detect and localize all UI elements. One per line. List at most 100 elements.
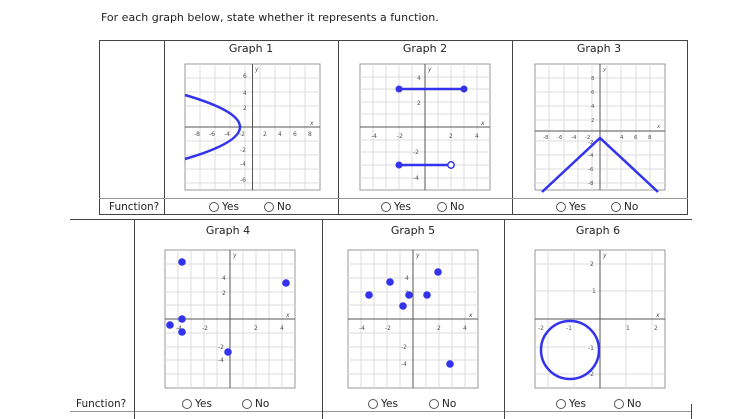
svg-text:-1: -1 xyxy=(566,325,572,332)
svg-text:-2: -2 xyxy=(202,325,208,332)
graph-3-title: Graph 3 xyxy=(576,42,622,55)
radio-circle-icon[interactable] xyxy=(437,202,447,212)
radio-circle-icon[interactable] xyxy=(614,399,624,409)
graph-4-point xyxy=(178,315,186,323)
svg-text:4: 4 xyxy=(405,275,409,282)
svg-text:2: 2 xyxy=(222,290,226,297)
svg-text:-2: -2 xyxy=(413,149,419,156)
graph-5-point xyxy=(434,268,442,276)
svg-text:1: 1 xyxy=(626,325,630,332)
svg-text:y: y xyxy=(602,67,607,73)
graph-2-title: Graph 2 xyxy=(402,42,448,55)
graph-4-point xyxy=(166,321,174,329)
svg-text:2: 2 xyxy=(591,118,595,124)
graph-5-yes-option[interactable]: Yes xyxy=(368,398,398,410)
radio-circle-icon[interactable] xyxy=(429,399,439,409)
graph-4-no-option[interactable]: No xyxy=(242,398,269,410)
graph-1-title: Graph 1 xyxy=(228,42,274,55)
graph-6-title: Graph 6 xyxy=(575,224,621,237)
svg-text:2: 2 xyxy=(243,105,247,112)
svg-text:-4: -4 xyxy=(359,325,365,332)
radio-circle-icon[interactable] xyxy=(368,399,378,409)
graph-1-no-option[interactable]: No xyxy=(264,201,291,213)
svg-text:-2: -2 xyxy=(240,147,246,154)
svg-text:-4: -4 xyxy=(571,135,577,141)
radio-circle-icon[interactable] xyxy=(182,399,192,409)
radio-circle-icon[interactable] xyxy=(556,202,566,212)
svg-text:2: 2 xyxy=(263,131,267,138)
graph-6-no-option[interactable]: No xyxy=(614,398,641,410)
radio-circle-icon[interactable] xyxy=(611,202,621,212)
graph-5-no-option[interactable]: No xyxy=(429,398,456,410)
graph-6-yes-option[interactable]: Yes xyxy=(556,398,586,410)
graph-5-title: Graph 5 xyxy=(390,224,436,237)
radio-circle-icon[interactable] xyxy=(381,202,391,212)
svg-text:6: 6 xyxy=(243,73,247,80)
svg-text:-2: -2 xyxy=(385,325,391,332)
svg-text:-2: -2 xyxy=(585,135,590,141)
svg-text:-4: -4 xyxy=(176,325,182,332)
graph-5-point xyxy=(405,291,413,299)
svg-text:8: 8 xyxy=(308,131,312,138)
graph-4-point xyxy=(224,348,232,356)
graph-2-closed-point xyxy=(395,161,403,169)
svg-text:-4: -4 xyxy=(240,161,246,168)
svg-text:-2: -2 xyxy=(588,371,594,378)
svg-text:2: 2 xyxy=(254,325,258,332)
svg-text:y: y xyxy=(232,252,237,259)
radio-circle-icon[interactable] xyxy=(242,399,252,409)
graph-4-title: Graph 4 xyxy=(205,224,251,237)
svg-text:-2: -2 xyxy=(401,344,407,351)
graph-3-yes-option[interactable]: Yes xyxy=(556,201,586,213)
graph-2-yes-option[interactable]: Yes xyxy=(381,201,411,213)
svg-text:x: x xyxy=(309,120,314,127)
graph-1-yes-option[interactable]: Yes xyxy=(209,201,239,213)
svg-text:2: 2 xyxy=(437,325,441,332)
graph-6-circle xyxy=(539,319,601,381)
svg-text:x: x xyxy=(655,312,660,319)
svg-text:-6: -6 xyxy=(209,131,215,138)
svg-text:8: 8 xyxy=(591,76,595,82)
graph-4-yes-option[interactable]: Yes xyxy=(182,398,212,410)
svg-text:x: x xyxy=(656,124,661,130)
graph-6-chart: -2 -1 1 2 2 1 -1 -2 y x xyxy=(534,249,666,389)
graph-2-closed-point xyxy=(460,85,468,93)
svg-text:1: 1 xyxy=(592,288,596,295)
svg-text:x: x xyxy=(468,312,473,319)
graph-5-point xyxy=(446,360,454,368)
graph-2-open-point xyxy=(447,161,455,169)
svg-text:6: 6 xyxy=(634,135,638,141)
graph-2-closed-point xyxy=(395,85,403,93)
svg-text:4: 4 xyxy=(222,275,226,282)
svg-text:2: 2 xyxy=(417,100,421,107)
svg-text:-4: -4 xyxy=(224,131,230,138)
svg-text:-4: -4 xyxy=(218,357,224,364)
instruction-text: For each graph below, state whether it r… xyxy=(101,11,439,24)
svg-text:-6: -6 xyxy=(588,167,594,173)
svg-text:-2: -2 xyxy=(239,131,245,138)
graph-3-no-option[interactable]: No xyxy=(611,201,638,213)
graph-5-point xyxy=(386,278,394,286)
svg-text:8: 8 xyxy=(648,135,652,141)
svg-text:-4: -4 xyxy=(413,175,419,182)
svg-text:4: 4 xyxy=(591,104,595,110)
graph-3-chart: -8 -6 -4 -2 4 6 8 8 6 4 2 -2 -4 -6 -8 y x xyxy=(534,63,666,193)
svg-text:-2: -2 xyxy=(538,325,544,332)
radio-circle-icon[interactable] xyxy=(556,399,566,409)
svg-text:-8: -8 xyxy=(543,135,549,141)
svg-text:y: y xyxy=(254,66,259,73)
svg-text:4: 4 xyxy=(280,325,284,332)
graph-1-curve xyxy=(184,93,242,161)
graph-2-no-option[interactable]: No xyxy=(437,201,464,213)
row-label-function: Function? xyxy=(76,398,127,410)
graph-5-point xyxy=(365,291,373,299)
svg-text:-2: -2 xyxy=(397,133,403,140)
radio-circle-icon[interactable] xyxy=(209,202,219,212)
row-label-function: Function? xyxy=(109,201,160,213)
svg-text:4: 4 xyxy=(278,131,282,138)
graph-4-chart: -4 -2 2 4 4 2 -2 -4 y x xyxy=(164,249,296,389)
graph-1-chart: -8 -6 -4 -2 2 4 6 8 6 4 2 -2 -4 -6 y x xyxy=(184,63,321,191)
radio-circle-icon[interactable] xyxy=(264,202,274,212)
svg-text:4: 4 xyxy=(463,325,467,332)
svg-text:2: 2 xyxy=(590,261,594,268)
